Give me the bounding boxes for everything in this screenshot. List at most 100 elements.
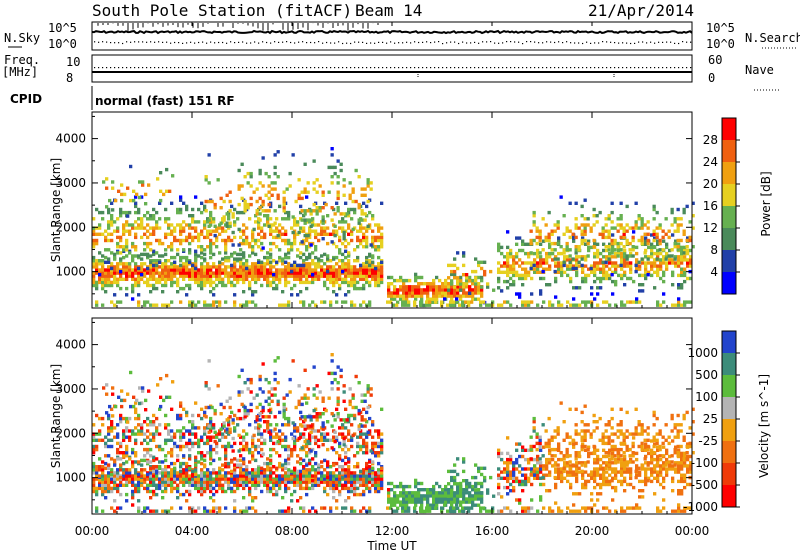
power-cell <box>584 255 588 259</box>
power-cell <box>104 238 108 243</box>
velocity-cell <box>414 491 418 495</box>
velocity-cell <box>131 483 135 487</box>
power-cell <box>617 264 621 268</box>
power-cell <box>273 221 277 225</box>
power-cell <box>164 232 168 236</box>
power-cell <box>98 223 102 227</box>
nave-dot <box>502 67 504 69</box>
power-cell <box>185 265 189 269</box>
velocity-cell <box>344 451 348 455</box>
velocity-cell <box>423 488 427 492</box>
velocity-cell <box>197 477 201 481</box>
velocity-cell <box>185 474 189 478</box>
power-cell <box>625 238 629 243</box>
power-cell <box>622 232 626 236</box>
velocity-cell <box>260 435 264 439</box>
power-cell <box>146 283 150 288</box>
velocity-cell <box>146 472 150 477</box>
velocity-cell <box>207 430 211 434</box>
power-cell <box>209 210 213 215</box>
power-cell <box>218 265 222 269</box>
power-cell <box>515 236 519 240</box>
velocity-cell <box>107 466 111 470</box>
velocity-cell <box>275 466 279 470</box>
power-cell <box>423 291 427 295</box>
power-cell <box>119 274 123 278</box>
power-cell <box>321 193 325 197</box>
power-cell <box>613 248 617 252</box>
power-cell <box>222 199 226 204</box>
power-cell <box>113 274 117 278</box>
power-cell <box>486 285 490 289</box>
power-cell <box>119 238 123 243</box>
velocity-cell <box>170 468 174 472</box>
velocity-cell <box>236 477 240 481</box>
power-cell <box>239 271 243 275</box>
velocity-cell <box>179 447 183 452</box>
velocity-cell <box>363 393 367 397</box>
nave-dot <box>278 67 280 69</box>
power-cell <box>685 204 689 209</box>
power-cell <box>545 261 549 265</box>
power-cell <box>629 261 633 265</box>
power-cell <box>266 271 270 275</box>
velocity-cell <box>116 483 120 487</box>
power-cell <box>683 245 687 250</box>
power-cell <box>599 267 603 271</box>
velocity-cell <box>233 429 237 433</box>
velocity-cell <box>123 398 127 403</box>
power-cell <box>638 267 642 271</box>
velocity-cell <box>330 424 334 428</box>
nsearch-dot <box>622 42 624 44</box>
nsearch-dot <box>498 42 500 44</box>
power-cell <box>227 271 231 275</box>
power-cell <box>284 255 288 260</box>
velocity-cell <box>321 412 325 416</box>
power-cell <box>474 291 478 295</box>
nave-dot <box>646 67 648 69</box>
power-cell <box>260 274 264 278</box>
velocity-cell <box>258 424 262 428</box>
power-cell <box>662 255 666 259</box>
power-cell <box>146 241 150 246</box>
velocity-cell <box>251 457 255 461</box>
power-cell <box>98 280 102 285</box>
power-cell <box>655 226 659 230</box>
nave-dot <box>330 67 332 69</box>
power-cell <box>620 251 624 256</box>
velocity-cell <box>371 451 375 455</box>
power-cell <box>251 290 255 294</box>
velocity-cell <box>338 480 342 484</box>
power-cell <box>559 245 563 249</box>
velocity-cell <box>305 401 309 405</box>
velocity-cell <box>227 423 231 427</box>
power-cell <box>212 265 216 269</box>
power-cell <box>191 235 195 240</box>
power-cell <box>155 271 159 275</box>
nsearch-dot <box>518 41 520 43</box>
velocity-cell <box>311 465 315 469</box>
power-cell <box>610 273 614 277</box>
power-cell <box>251 265 255 269</box>
velocity-cell <box>299 457 303 461</box>
velocity-cell <box>212 435 216 439</box>
velocity-cell <box>260 441 264 446</box>
power-cell <box>245 266 249 271</box>
power-cell <box>125 220 129 224</box>
velocity-cell <box>194 468 198 472</box>
power-cell <box>171 174 175 178</box>
power-cell <box>646 226 650 230</box>
power-cell <box>179 271 183 275</box>
power-cell <box>218 268 222 272</box>
power-cell <box>272 235 276 240</box>
nave-bot-tick: 0 <box>708 71 715 85</box>
velocity-cell <box>405 484 409 489</box>
velocity-cell <box>423 494 427 498</box>
power-cell <box>143 300 147 304</box>
velocity-cell <box>161 477 165 481</box>
power-cell <box>356 229 360 233</box>
velocity-cell <box>281 496 285 500</box>
power-cell <box>533 251 537 256</box>
power-cell <box>300 196 304 201</box>
